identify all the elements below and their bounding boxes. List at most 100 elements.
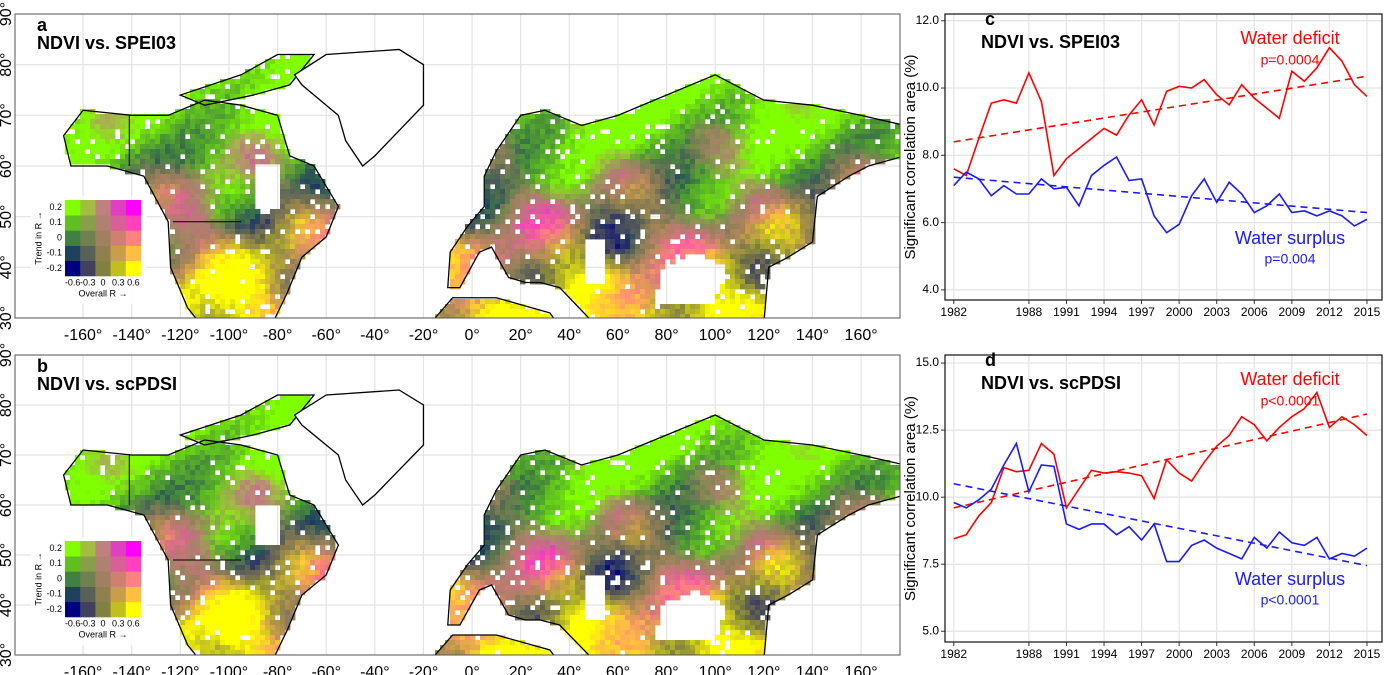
land-cell	[775, 244, 781, 250]
land-cell	[690, 94, 696, 100]
land-cell	[670, 129, 676, 135]
land-cell	[135, 134, 141, 140]
land-cell	[825, 465, 831, 471]
land-cell	[820, 114, 826, 120]
land-cell	[230, 319, 235, 324]
land-cell	[735, 435, 741, 441]
land-cell	[140, 114, 146, 120]
land-cell	[515, 169, 521, 175]
land-cell	[280, 59, 286, 65]
land-cell	[155, 144, 161, 150]
land-cell	[715, 304, 721, 310]
land-cell	[640, 470, 646, 476]
land-cell	[155, 460, 161, 466]
land-cell	[630, 224, 636, 230]
land-cell	[750, 249, 756, 255]
land-cell	[600, 139, 606, 145]
land-cell	[195, 179, 201, 185]
land-cell	[315, 239, 321, 245]
land-cell	[695, 149, 701, 155]
land-cell	[780, 124, 786, 130]
land-cell	[730, 144, 736, 150]
land-cell	[240, 249, 246, 255]
land-cell	[230, 259, 236, 265]
land-cell	[460, 234, 466, 240]
land-cell	[735, 259, 741, 265]
land-cell	[870, 139, 876, 145]
land-cell	[780, 194, 786, 200]
land-cell	[285, 74, 291, 80]
land-cell	[180, 244, 186, 250]
land-cell	[630, 119, 636, 125]
land-cell	[700, 124, 706, 130]
land-cell	[780, 445, 786, 451]
land-cell	[735, 465, 741, 471]
land-cell	[785, 124, 791, 130]
land-cell	[310, 229, 316, 235]
land-cell	[225, 284, 231, 290]
y-tick-label: 70°	[0, 103, 15, 127]
land-cell	[500, 249, 506, 255]
land-cell	[725, 214, 731, 220]
land-cell	[735, 234, 741, 240]
land-cell	[225, 465, 231, 471]
land-cell	[100, 129, 106, 135]
land-cell	[805, 465, 811, 471]
land-cell	[275, 84, 281, 90]
land-cell	[175, 209, 181, 215]
land-cell	[475, 244, 481, 250]
land-cell	[225, 480, 231, 486]
land-cell	[620, 244, 626, 250]
land-cell	[730, 244, 736, 250]
land-cell	[235, 119, 241, 125]
land-cell	[810, 450, 816, 456]
land-cell	[670, 144, 676, 150]
land-cell	[890, 144, 896, 150]
land-cell	[785, 129, 791, 135]
land-cell	[75, 124, 81, 130]
land-cell	[190, 470, 196, 476]
land-cell	[195, 199, 201, 205]
land-cell	[660, 169, 666, 175]
land-cell	[670, 234, 676, 240]
land-cell	[235, 79, 241, 85]
land-cell	[555, 279, 561, 285]
land-cell	[255, 430, 261, 436]
land-cell	[80, 129, 86, 135]
land-cell	[595, 214, 601, 220]
land-cell	[95, 144, 101, 150]
land-cell	[555, 455, 561, 461]
land-cell	[800, 124, 806, 130]
land-cell	[660, 109, 666, 115]
land-cell	[535, 455, 541, 461]
land-cell	[495, 224, 501, 230]
land-cell	[640, 299, 646, 305]
land-cell	[190, 264, 196, 270]
land-cell	[820, 450, 826, 456]
land-cell	[720, 114, 726, 120]
legend-cell	[125, 260, 142, 277]
land-cell	[725, 114, 731, 120]
land-cell	[270, 415, 276, 421]
land-cell	[735, 89, 741, 95]
land-cell	[750, 214, 756, 220]
land-cell	[310, 239, 316, 245]
land-cell	[490, 214, 496, 220]
land-cell	[880, 139, 886, 145]
land-cell	[580, 475, 586, 481]
land-cell	[890, 465, 896, 471]
land-cell	[245, 199, 251, 205]
land-cell	[810, 224, 816, 230]
land-cell	[690, 109, 696, 115]
land-cell	[445, 309, 451, 315]
land-cell	[725, 209, 731, 215]
land-cell	[140, 124, 146, 130]
land-cell	[730, 304, 736, 310]
legend-cell	[65, 200, 81, 216]
land-cell	[755, 289, 761, 295]
land-cell	[800, 475, 806, 481]
land-cell	[180, 475, 186, 481]
land-cell	[665, 194, 671, 200]
land-cell	[485, 219, 491, 225]
land-cell	[520, 254, 526, 260]
